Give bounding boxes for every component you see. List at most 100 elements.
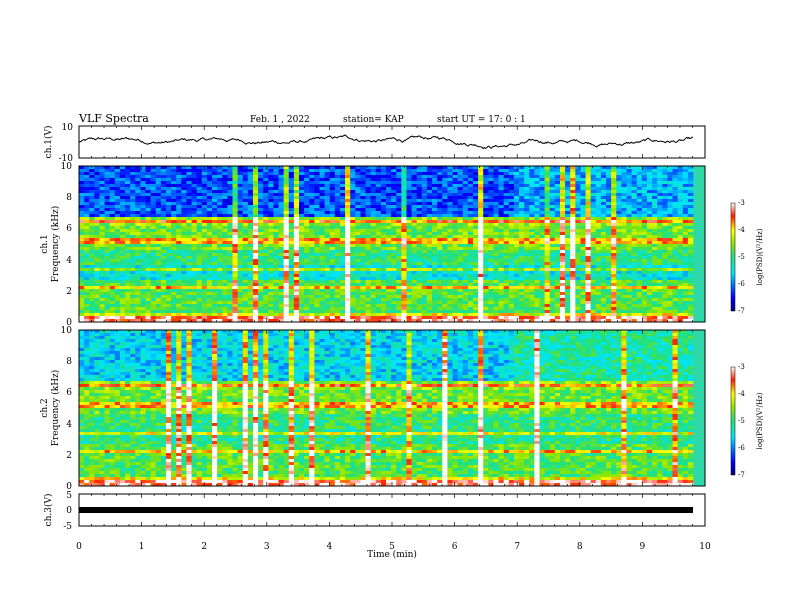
- spectrogram-cell: [646, 208, 653, 212]
- spectrogram-cell: [191, 220, 197, 224]
- spectrogram-cell: [411, 268, 417, 272]
- spectrogram-cell: [652, 187, 658, 191]
- spectrogram-cell: [626, 214, 632, 218]
- spectrogram-cell: [493, 208, 499, 212]
- spectrogram-cell: [498, 274, 504, 278]
- spectrogram-cell: [247, 202, 254, 206]
- spectrogram-cell: [268, 205, 274, 209]
- spectrogram-cell: [232, 238, 238, 242]
- spectrogram-cell: [84, 211, 90, 215]
- spectrogram-cell: [165, 187, 172, 191]
- spectrogram-cell: [181, 235, 187, 239]
- spectrogram-cell: [135, 181, 141, 185]
- spectrogram-cell: [621, 229, 627, 233]
- spectrogram-cell: [401, 238, 407, 242]
- spectrogram-cell: [636, 229, 643, 233]
- spectrogram-cell: [314, 196, 320, 200]
- spectrogram-cell: [442, 268, 448, 272]
- spectrogram-cell: [171, 217, 177, 221]
- spectrogram-cell: [519, 181, 525, 185]
- spectrogram-cell: [176, 250, 182, 254]
- spectrogram-cell: [606, 256, 612, 260]
- spectrogram-cell: [375, 229, 382, 233]
- spectrogram-cell: [488, 265, 494, 269]
- spectrogram-cell: [104, 166, 110, 170]
- spectrogram-cell: [135, 247, 141, 251]
- spectrogram-cell: [391, 256, 397, 260]
- spectrogram-cell: [580, 175, 586, 179]
- spectrogram-cell: [191, 208, 197, 212]
- spectrogram-cell: [314, 238, 320, 242]
- spectrogram-cell: [554, 181, 561, 185]
- spectrogram-cell: [212, 175, 218, 179]
- spectrogram-cell: [145, 235, 151, 239]
- spectrogram-cell: [386, 280, 392, 284]
- spectrogram-cell: [652, 190, 658, 194]
- spectrogram-cell: [176, 259, 182, 263]
- spectrogram-cell: [652, 256, 658, 260]
- spectrogram-cell: [488, 244, 494, 248]
- spectrogram-cell: [554, 238, 561, 242]
- spectrogram-cell: [416, 274, 423, 278]
- spectrogram-cell: [662, 190, 668, 194]
- spectrogram-cell: [263, 262, 269, 266]
- spectrogram-cell: [426, 250, 433, 254]
- spectrogram-cell: [324, 283, 331, 287]
- spectrogram-cell: [554, 220, 561, 224]
- spectrogram-cell: [478, 247, 484, 251]
- spectrogram-cell: [130, 217, 136, 221]
- spectrogram-cell: [201, 238, 208, 242]
- spectrogram-cell: [345, 187, 351, 191]
- spectrogram-cell: [462, 274, 469, 278]
- spectrogram-cell: [508, 256, 515, 260]
- spectrogram-cell: [293, 217, 300, 221]
- spectrogram-cell: [283, 232, 290, 236]
- spectrogram-cell: [334, 235, 341, 239]
- spectrogram-cell: [406, 217, 412, 221]
- spectrogram-cell: [232, 283, 238, 287]
- spectrogram-cell: [99, 253, 105, 257]
- spectrogram-cell: [299, 271, 305, 275]
- spectrogram-cell: [606, 172, 612, 176]
- spectrogram-cell: [360, 214, 366, 218]
- spectrogram-cell: [626, 181, 632, 185]
- spectrogram-cell: [319, 286, 325, 290]
- spectrogram-cell: [657, 217, 663, 221]
- spectrogram-cell: [426, 214, 433, 218]
- spectrogram-cell: [519, 178, 525, 182]
- spectrogram-cell: [457, 169, 464, 173]
- spectrogram-cell: [288, 184, 295, 188]
- spectrogram-cell: [206, 214, 213, 218]
- spectrogram-cell: [79, 181, 85, 185]
- spectrogram-cell: [652, 280, 658, 284]
- spectrogram-cell: [114, 184, 121, 188]
- spectrogram-cell: [232, 241, 238, 245]
- spectrogram-cell: [339, 238, 346, 242]
- spectrogram-cell: [467, 226, 474, 230]
- spectrogram-cell: [334, 175, 341, 179]
- spectrogram-cell: [329, 187, 336, 191]
- spectrogram-cell: [498, 184, 504, 188]
- spectrogram-cell: [600, 208, 607, 212]
- spectrogram-cell: [181, 211, 187, 215]
- spectrogram-cell: [268, 184, 274, 188]
- spectrogram-cell: [544, 229, 551, 233]
- spectrogram-cell: [472, 277, 479, 281]
- spectrogram-cell: [186, 178, 192, 182]
- spectrogram-cell: [411, 238, 417, 242]
- spectrogram-cell: [657, 235, 663, 239]
- spectrogram-cell: [293, 181, 300, 185]
- spectrogram-cell: [396, 196, 402, 200]
- spectrogram-cell: [672, 229, 678, 233]
- spectrogram-cell: [657, 178, 663, 182]
- spectrogram-cell: [309, 286, 315, 290]
- spectrogram-cell: [165, 211, 172, 215]
- spectrogram-cell: [171, 262, 177, 266]
- spectrogram-cell: [355, 217, 361, 221]
- spectrogram-cell: [355, 187, 361, 191]
- spectrogram-cell: [94, 211, 100, 215]
- spectrogram-cell: [472, 244, 479, 248]
- spectrogram-cell: [283, 184, 290, 188]
- spectrogram-cell: [513, 226, 520, 230]
- spectrogram-cell: [247, 265, 254, 269]
